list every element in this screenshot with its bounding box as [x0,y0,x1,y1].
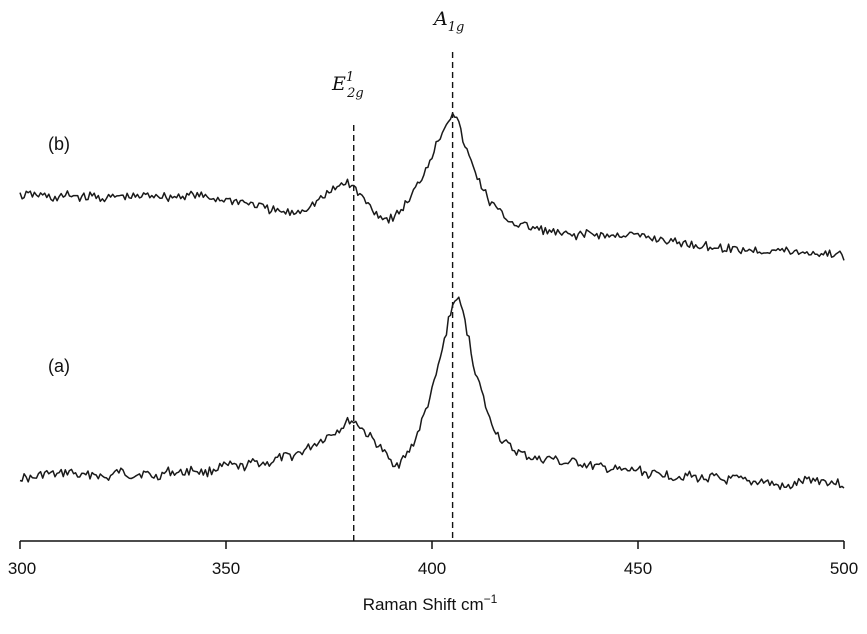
x-axis-label-text: Raman Shift cm [363,595,484,614]
x-tick-label-500: 500 [830,559,858,578]
x-axis-label-exponent: −1 [484,592,498,606]
x-axis-ticks: 300 350 400 450 500 [8,541,858,578]
series-layer [19,112,845,491]
peak-label-a1g-sub: 1g [448,20,465,35]
peak-label-e2g-sup: 1 [346,70,354,85]
plot-area [19,52,845,541]
peak-label-a1g: A1g [432,8,464,35]
peak-reference-lines [353,52,454,541]
spectrum-line-b [19,112,845,261]
series-label-b: (b) [48,134,70,154]
peak-label-e2g-sub: 2g [346,86,364,101]
x-tick-label-350: 350 [212,559,240,578]
peak-label-e2g-main: E [331,73,346,95]
x-tick-label-400: 400 [418,559,446,578]
x-tick-label-450: 450 [624,559,652,578]
x-tick-label-300: 300 [8,559,36,578]
x-axis-label: Raman Shift cm−1 [363,592,498,614]
peak-label-e2g: E1 2g [331,70,364,101]
peak-label-a1g-main: A [432,8,448,30]
spectrum-line-a [19,296,845,491]
series-label-a: (a) [48,356,70,376]
